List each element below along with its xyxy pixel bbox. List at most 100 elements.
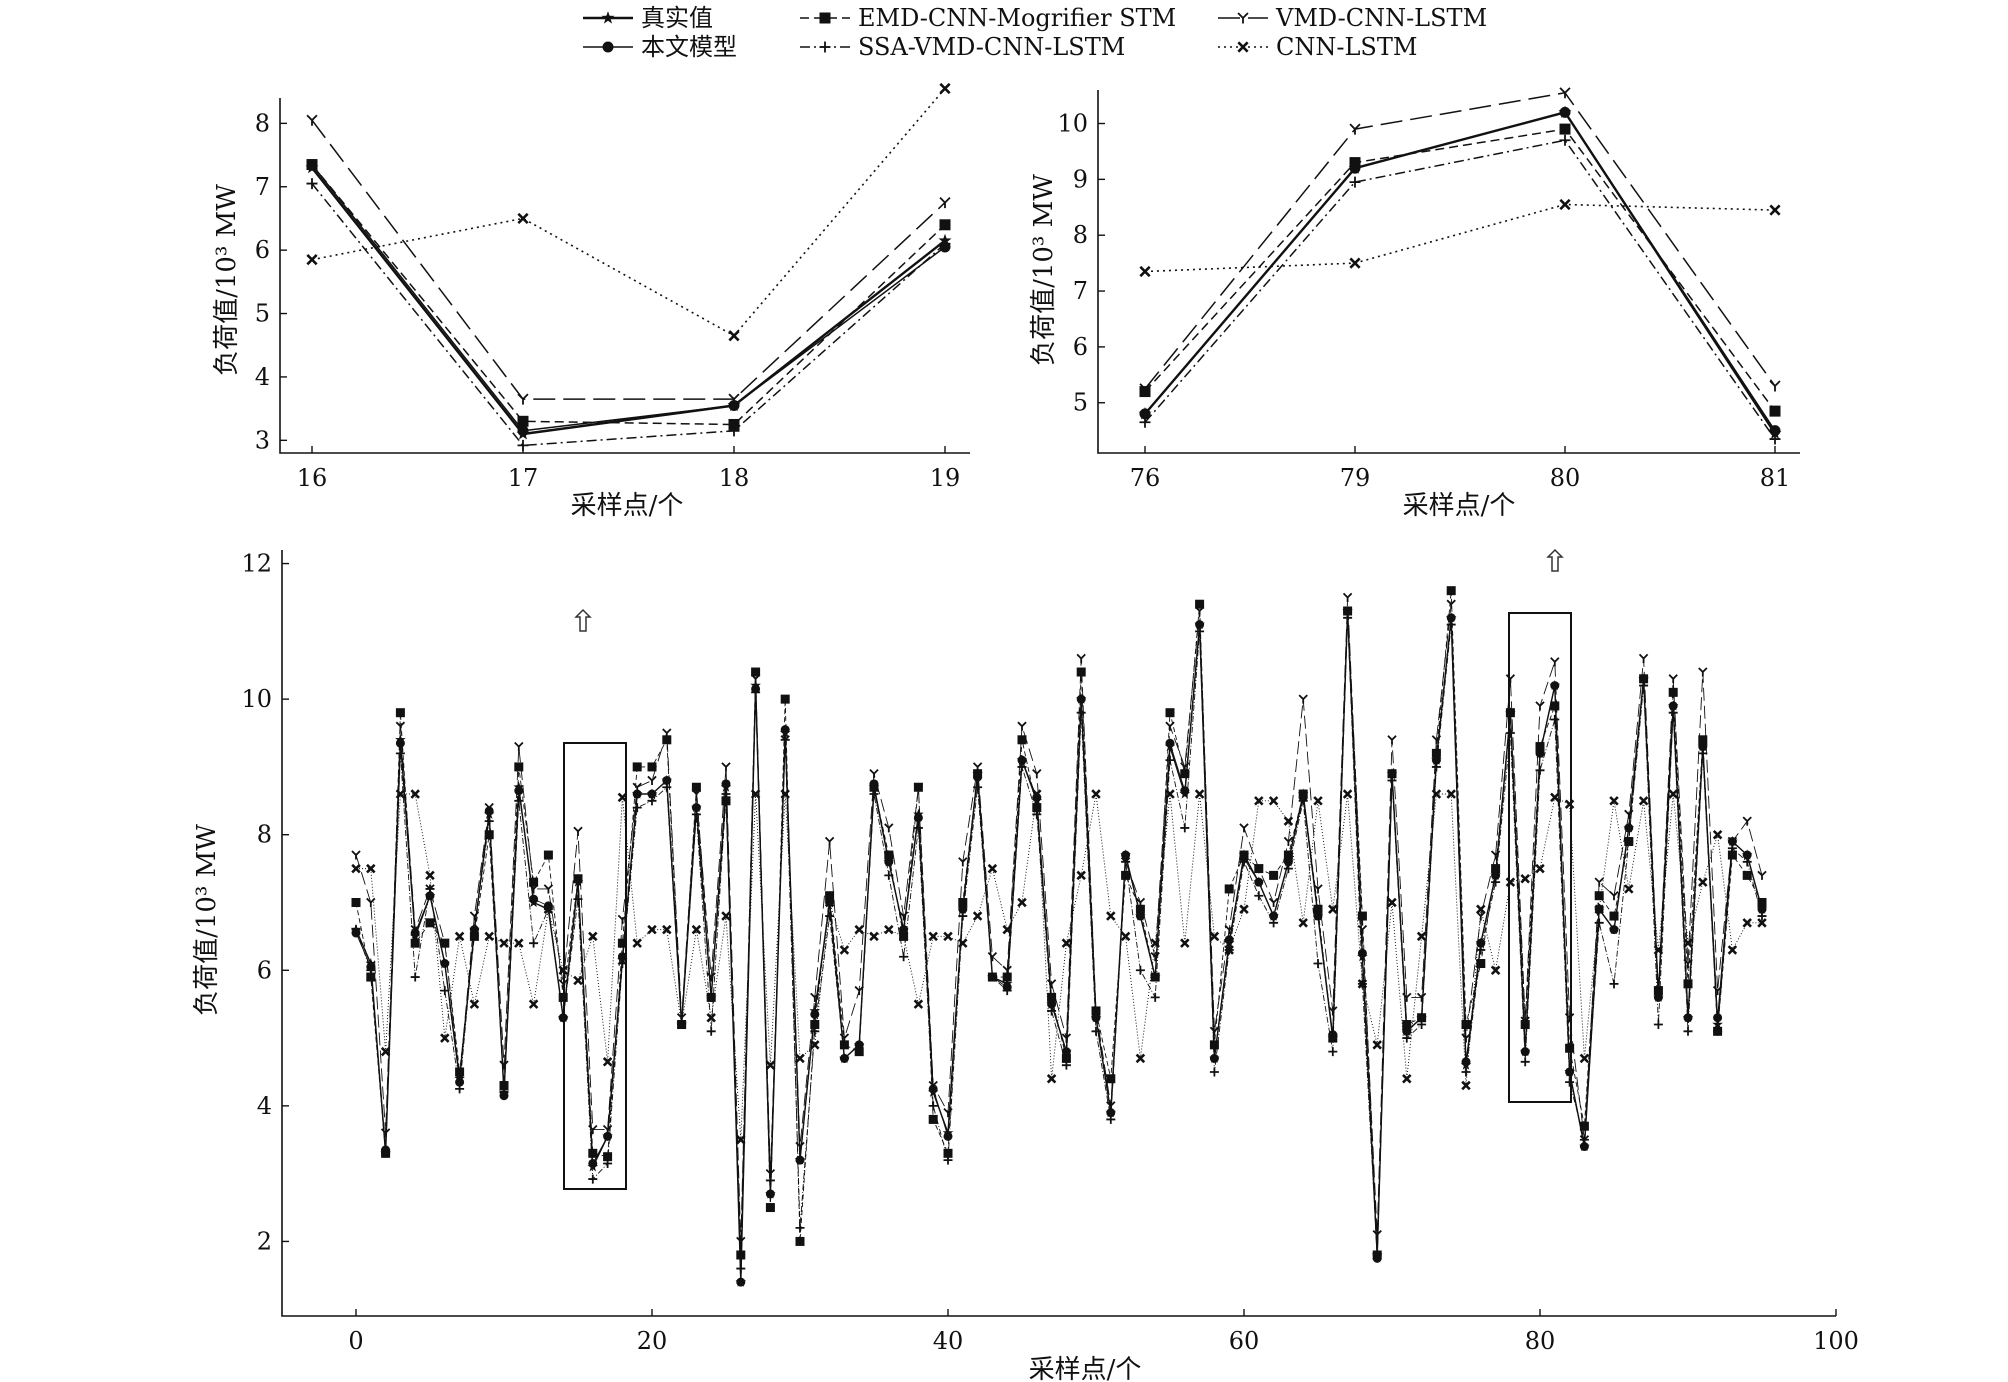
arrow-up-icon	[574, 608, 592, 632]
data-point-vmd	[958, 857, 968, 867]
y-tick-label: 7	[255, 173, 270, 201]
data-point-cnn	[943, 931, 953, 942]
data-point-cnn	[1698, 877, 1708, 887]
data-point-true	[1105, 1107, 1117, 1118]
data-point-ssa	[1520, 1057, 1530, 1067]
data-point-true	[483, 808, 495, 819]
legend-marker-true	[601, 11, 615, 24]
series-emd	[306, 159, 951, 430]
data-point-vmd	[1476, 911, 1486, 921]
data-point-cnn	[351, 863, 361, 874]
data-point-true	[1593, 903, 1605, 914]
data-point-ssa	[573, 894, 583, 904]
series-line-true	[355, 610, 1763, 1283]
data-point-true	[380, 1147, 391, 1158]
legend-item-ssa: SSA-VMD-CNN-LSTM	[800, 33, 1125, 61]
x-axis-label-top-right: 采样点/个	[1403, 491, 1516, 521]
data-point-vmd	[543, 884, 554, 894]
data-point-emd	[517, 415, 529, 427]
data-point-vmd	[1017, 721, 1027, 731]
data-point-ours	[1002, 982, 1012, 992]
data-point-vmd	[884, 823, 894, 833]
data-point-true	[661, 774, 673, 785]
data-point-true	[972, 768, 983, 779]
data-point-emd	[647, 762, 657, 772]
data-point-true	[1741, 849, 1753, 860]
data-point-true	[454, 1073, 465, 1084]
data-point-cnn	[440, 1033, 450, 1043]
y-tick-label: 6	[255, 236, 270, 264]
data-point-emd	[1698, 735, 1708, 745]
data-point-cnn	[928, 931, 938, 942]
data-point-emd	[1727, 850, 1737, 860]
y-tick-label: 3	[255, 426, 270, 454]
data-point-true	[720, 781, 732, 792]
data-point-ours	[499, 1091, 509, 1101]
data-point-emd	[825, 891, 835, 901]
data-point-true	[1357, 951, 1368, 962]
data-point-true	[409, 930, 421, 941]
data-point-emd	[1757, 897, 1767, 907]
data-point-emd	[1520, 1020, 1530, 1030]
data-point-cnn	[1349, 257, 1361, 269]
data-point-true	[676, 1018, 687, 1030]
data-point-cnn	[1638, 796, 1649, 806]
data-point-true	[1371, 1249, 1383, 1260]
data-point-vmd	[869, 769, 879, 779]
data-point-true	[735, 1276, 747, 1287]
data-point-vmd	[514, 741, 524, 752]
series-ssa	[1139, 134, 1781, 445]
data-point-cnn	[706, 1012, 716, 1023]
data-point-cnn	[647, 924, 657, 935]
data-point-true	[1120, 849, 1131, 860]
data-point-true	[602, 1130, 613, 1141]
data-point-vmd	[1638, 653, 1649, 663]
data-point-cnn	[528, 999, 539, 1009]
data-point-emd	[1550, 701, 1560, 711]
data-point-cnn	[839, 945, 850, 955]
data-point-true	[498, 1086, 510, 1097]
data-point-emd	[410, 938, 420, 948]
series-line-true	[311, 166, 946, 436]
data-point-true	[1135, 910, 1146, 921]
y-tick-label: 5	[1073, 389, 1088, 417]
data-point-true	[1623, 822, 1635, 833]
data-point-vmd	[573, 826, 583, 836]
legend-marker-emd	[819, 12, 831, 24]
data-point-cnn	[1106, 911, 1116, 921]
data-point-vmd	[1032, 769, 1042, 779]
data-point-true	[1194, 618, 1205, 630]
data-point-true	[1327, 1032, 1339, 1043]
data-point-vmd	[306, 114, 318, 126]
data-point-ssa	[928, 1101, 938, 1111]
series-line-ssa	[1144, 139, 1776, 440]
data-point-vmd	[1757, 870, 1767, 880]
data-point-true	[957, 903, 969, 914]
y-tick-label: 7	[1073, 277, 1088, 305]
zoom-box-left	[563, 742, 627, 1190]
data-point-ssa	[1349, 176, 1361, 188]
data-point-emd	[1135, 904, 1145, 914]
y-tick-label: 10	[241, 685, 272, 713]
data-point-emd	[1559, 123, 1571, 135]
data-point-true	[1490, 869, 1501, 880]
data-point-emd	[1713, 1026, 1723, 1036]
data-point-emd	[1476, 959, 1486, 969]
data-point-cnn	[1139, 265, 1151, 278]
data-point-true	[1579, 1140, 1590, 1152]
data-point-ssa	[1357, 979, 1367, 989]
data-point-emd	[425, 918, 435, 928]
series-cnn	[306, 82, 951, 342]
data-point-cnn	[366, 863, 376, 874]
data-point-true	[516, 427, 530, 440]
x-axis-label-bottom: 采样点/个	[1029, 1355, 1142, 1382]
data-point-true	[938, 233, 952, 247]
y-tick-label: 8	[257, 821, 272, 849]
axis-lines	[1097, 90, 1800, 454]
data-point-true	[868, 781, 880, 792]
series-ssa	[306, 178, 951, 451]
data-point-emd	[1061, 1053, 1071, 1063]
data-point-cnn	[1135, 1053, 1146, 1064]
chart-panel-top-left: 3 4 5 6 7 8 16 17 18 19 采样点/个 负荷值/10³ MW	[212, 82, 970, 521]
data-point-cnn	[380, 1046, 391, 1057]
